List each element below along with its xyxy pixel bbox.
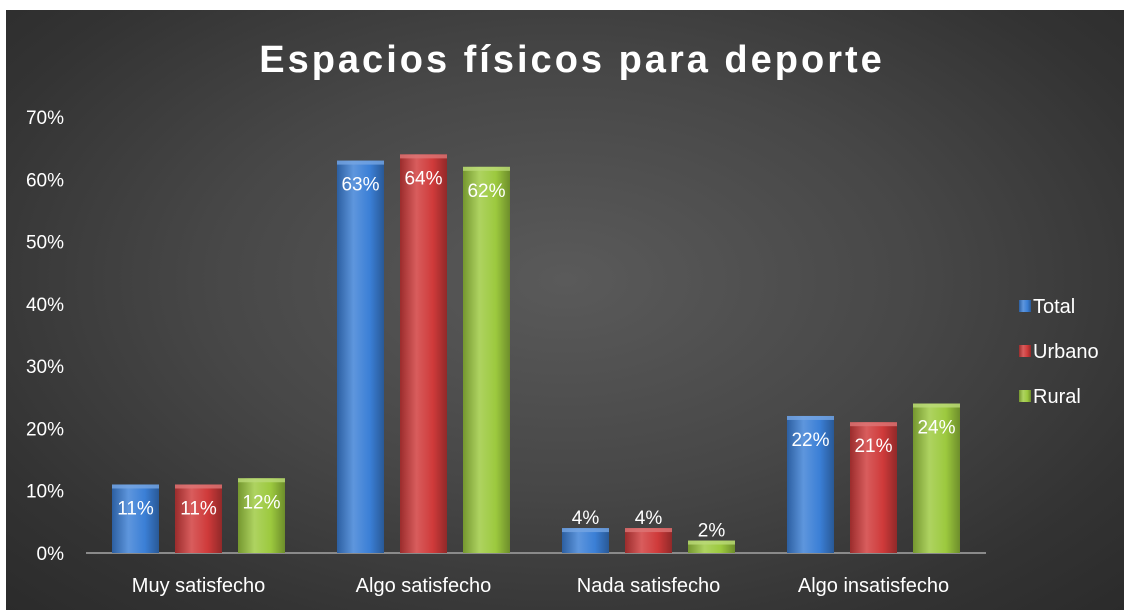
data-label: 4%	[635, 508, 663, 529]
bar-total-2	[562, 528, 609, 553]
data-label: 21%	[854, 436, 892, 457]
bar-top-highlight	[625, 528, 672, 533]
data-label: 64%	[404, 168, 442, 189]
y-tick-label: 70%	[26, 108, 64, 129]
data-label: 11%	[180, 498, 217, 519]
bar-top-highlight	[562, 528, 609, 533]
data-label: 4%	[572, 508, 600, 529]
data-label: 22%	[791, 430, 829, 451]
data-label: 24%	[917, 418, 955, 439]
bar-top-highlight	[400, 154, 447, 159]
legend: Total Urbano Rural	[1019, 296, 1099, 408]
x-axis-labels: Muy satisfecho Algo satisfecho Nada satisf…	[132, 575, 949, 597]
bar-chart: Espacios físicos para deporte 0% 10% 20% 30…	[26, 39, 1099, 597]
bar-total-3	[787, 415, 834, 553]
bar-total-0	[112, 484, 159, 553]
chart-area: Espacios físicos para deporte 0% 10% 20% 30…	[6, 10, 1124, 610]
bar-top-highlight	[337, 160, 384, 165]
chart-title: Espacios físicos para deporte	[259, 39, 885, 81]
bar-top-highlight	[787, 415, 834, 420]
legend-swatch-rural	[1019, 390, 1031, 402]
bar-top-highlight	[913, 403, 960, 408]
legend-label-rural: Rural	[1033, 386, 1081, 408]
bar-rural-0	[238, 478, 285, 553]
bar-top-highlight	[112, 484, 159, 489]
legend-label-urbano: Urbano	[1033, 341, 1099, 363]
y-tick-label: 0%	[37, 544, 65, 565]
bar-top-highlight	[175, 484, 222, 489]
bar-top-highlight	[688, 540, 735, 545]
data-labels-group: 11% 11% 12% 63% 64% 62% 4% 4% 2% 22% 21% 24%	[117, 168, 955, 541]
data-label: 63%	[341, 175, 379, 196]
y-tick-label: 30%	[26, 357, 64, 378]
bar-top-highlight	[463, 166, 510, 171]
bar-top-highlight	[238, 478, 285, 483]
x-category-label: Nada satisfecho	[577, 575, 720, 597]
legend-swatch-urbano	[1019, 345, 1031, 357]
x-category-label: Algo insatisfecho	[798, 575, 949, 597]
x-category-label: Muy satisfecho	[132, 575, 265, 597]
bar-rural-1	[463, 166, 510, 554]
y-tick-label: 10%	[26, 482, 64, 503]
data-label: 62%	[467, 181, 505, 202]
bars-group	[112, 154, 960, 554]
y-tick-label: 60%	[26, 170, 64, 191]
bar-urbano-3	[850, 422, 897, 553]
data-label: 12%	[242, 492, 280, 513]
y-tick-label: 50%	[26, 233, 64, 254]
bar-total-1	[337, 160, 384, 553]
bar-top-highlight	[850, 422, 897, 427]
x-category-label: Algo satisfecho	[356, 575, 492, 597]
bar-urbano-2	[625, 528, 672, 553]
bar-urbano-1	[400, 154, 447, 553]
bar-urbano-0	[175, 484, 222, 553]
data-label: 2%	[698, 521, 726, 542]
y-tick-label: 20%	[26, 419, 64, 440]
y-tick-label: 40%	[26, 295, 64, 316]
legend-swatch-total	[1019, 300, 1031, 312]
bar-rural-3	[913, 403, 960, 553]
y-axis: 0% 10% 20% 30% 40% 50% 60% 70%	[26, 108, 64, 565]
data-label: 11%	[117, 498, 154, 519]
legend-label-total: Total	[1033, 296, 1075, 318]
